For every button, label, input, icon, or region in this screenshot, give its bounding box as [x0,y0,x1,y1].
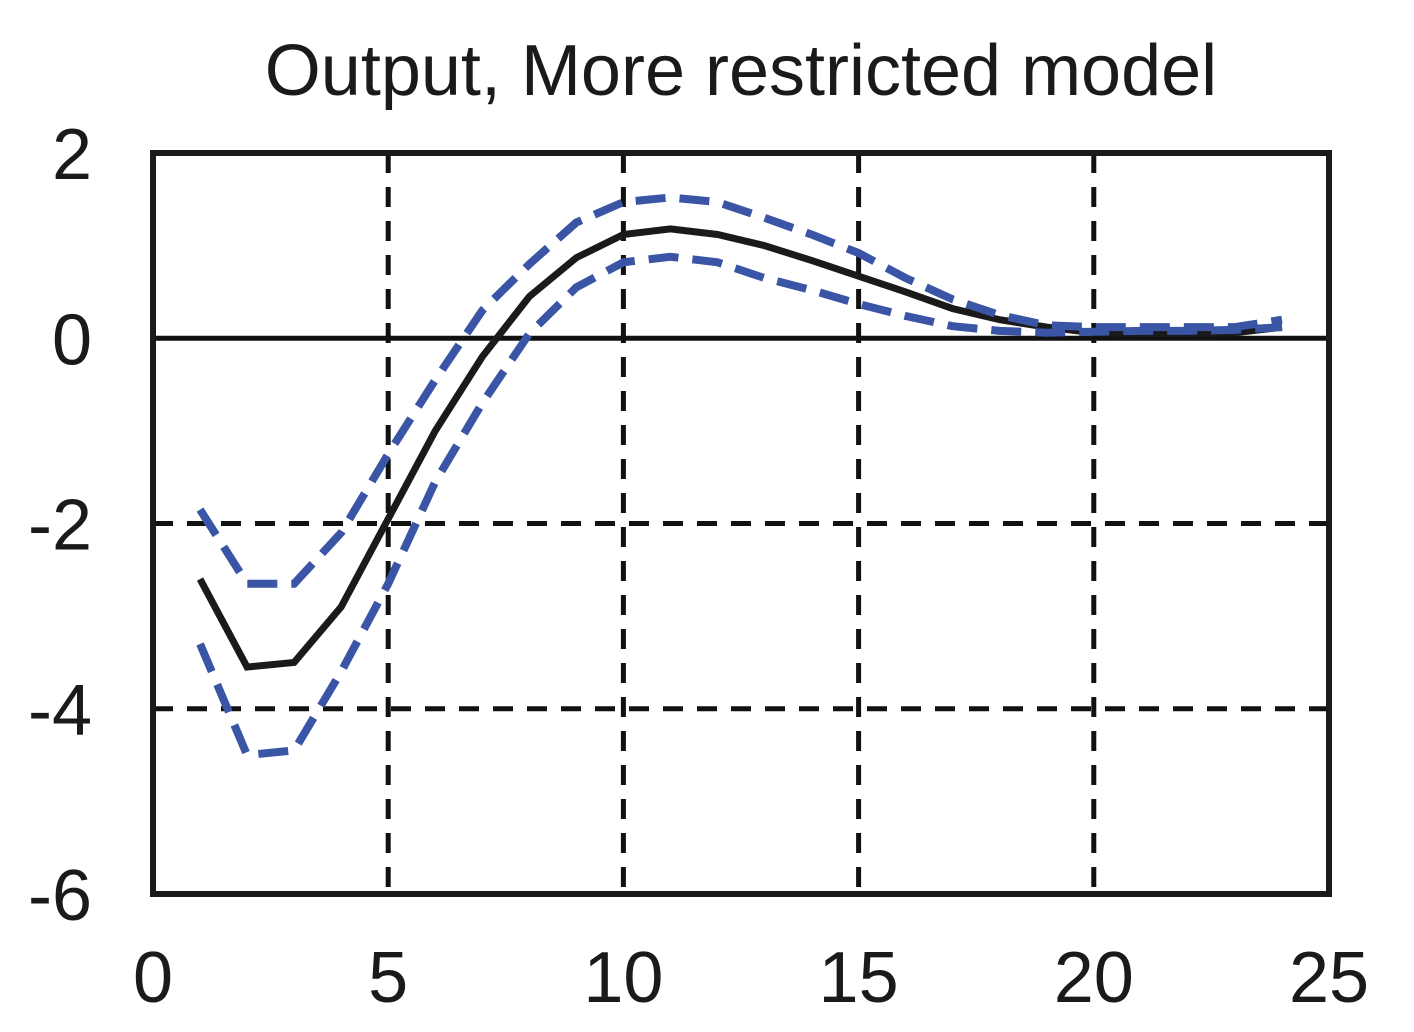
chart-title: Output, More restricted model [265,31,1217,111]
x-tick-label: 5 [368,938,408,1018]
series-group [196,193,1283,760]
plot-frame [150,150,1332,897]
x-tick-label: 25 [1289,938,1369,1018]
x-tick-label: 10 [583,938,663,1018]
y-tick-label: 0 [52,300,92,380]
upper-band-line [196,193,1283,588]
y-tick-label: -6 [28,856,92,936]
grid-lines [153,153,1329,894]
y-tick-label: -2 [28,486,92,566]
y-tick-label: -4 [28,671,92,751]
lower-band-line [196,252,1283,760]
x-tick-label: 0 [133,938,173,1018]
x-tick-label: 20 [1054,938,1134,1018]
y-tick-label: 2 [52,115,92,195]
mean-response-line [196,225,1283,671]
x-tick-label: 15 [819,938,899,1018]
